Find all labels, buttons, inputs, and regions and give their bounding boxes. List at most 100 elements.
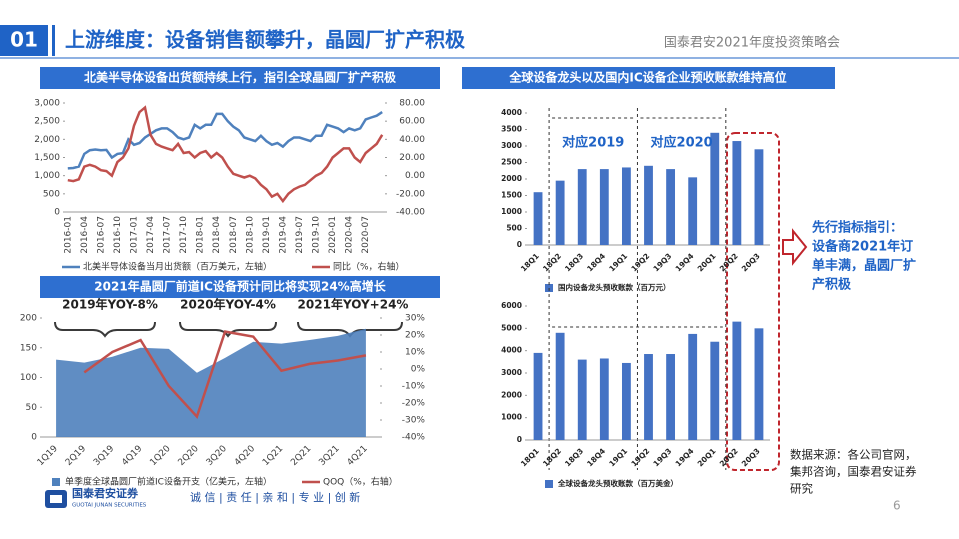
x-tick-label: 19Q4 [674, 446, 696, 468]
panel-title: 2021年晶圆厂前道IC设备预计同比将实现24%高增长 [94, 279, 386, 294]
y-tick-label: 3000 [501, 141, 522, 150]
bar [688, 333, 698, 440]
x-tick-label: 18Q2 [541, 446, 563, 468]
callout-line: 产积极 [812, 277, 852, 293]
x-tick-label: 20Q3 [740, 251, 762, 273]
y2-tick-label: 0% [411, 365, 426, 375]
bar [644, 354, 653, 440]
x-tick-label: 2016-10 [113, 216, 123, 254]
annotation: 对应2020 [651, 135, 713, 151]
x-tick-label: 2016-01 [63, 216, 73, 254]
x-tick-label: 20Q1 [696, 251, 718, 273]
y2-tick-label: -30% [402, 416, 426, 426]
y2-tick-label: 0.00 [405, 171, 425, 181]
section-badge [0, 25, 48, 56]
y-tick-label: 3000 [501, 368, 522, 377]
bar [754, 328, 764, 440]
legend-label: 国内设备龙头预收账款（百万元） [558, 282, 671, 292]
callout-line: 设备商2021年订 [812, 239, 913, 255]
x-tick-label: 2020-01 [328, 216, 338, 254]
x-tick-label: 2018-10 [245, 216, 255, 254]
y-tick-label: 1,000 [34, 171, 60, 181]
legend-label: 同比（%，右轴） [333, 261, 405, 273]
y2-tick-label: 60.00 [399, 117, 425, 127]
y-tick-label: 500 [43, 189, 60, 199]
bar [688, 177, 698, 245]
x-tick-label: 19Q2 [629, 446, 651, 468]
bar [710, 341, 720, 440]
bar [666, 169, 676, 245]
page-number: 6 [893, 499, 901, 513]
y-tick-label: 3,000 [34, 99, 60, 109]
y-tick-label: 500 [506, 224, 522, 233]
logo-english: GUOTAI JUNAN SECURITIES [72, 503, 147, 509]
source-line: 研究 [790, 482, 813, 496]
y-tick-label: 2,000 [34, 135, 60, 145]
y-tick-label: 0 [54, 208, 60, 218]
panel-title: 全球设备龙头以及国内IC设备企业预收账款维持高位 [508, 70, 786, 85]
annotation: 2021年YOY+24% [298, 297, 409, 312]
y-tick-label: 4000 [501, 108, 522, 117]
legend-label: 单季度全球晶圆厂前道IC设备开支（亿美元，左轴） [65, 476, 272, 488]
callout-line: 先行指标指引： [812, 220, 903, 236]
y2-tick-label: -20.00 [396, 189, 425, 199]
x-tick-label: 19Q1 [607, 446, 629, 468]
bar [732, 321, 742, 440]
x-tick-label: 19Q2 [629, 251, 651, 273]
legend-label: 全球设备龙头预收账款（百万美金） [557, 478, 678, 488]
x-tick-label: 18Q1 [519, 446, 541, 468]
y-tick-label: 4000 [501, 346, 522, 355]
legend-swatch [545, 480, 553, 488]
annotation: 2020年YOY-4% [180, 297, 276, 312]
x-tick-label: 20Q1 [696, 446, 718, 468]
logo-text: 国泰君安证券 [72, 486, 139, 500]
y2-tick-label: 80.00 [399, 99, 425, 109]
x-tick-label: 2016-07 [96, 216, 106, 254]
bar [710, 132, 720, 245]
x-tick-label: 4Q21 [346, 444, 370, 468]
y-tick-label: 50 [26, 403, 38, 413]
y-tick-label: 2,500 [34, 117, 60, 127]
x-tick-label: 18Q3 [563, 446, 585, 468]
bar [644, 165, 653, 245]
bar [621, 167, 631, 245]
x-tick-label: 2017-07 [163, 216, 173, 254]
source-line: 集邦咨询，国泰君安证券 [790, 465, 917, 479]
y-tick-label: 5000 [501, 323, 522, 332]
x-tick-label: 3Q21 [317, 444, 341, 468]
y-tick-label: 1000 [501, 413, 522, 422]
legend-swatch [52, 478, 60, 486]
x-tick-label: 2020-07 [361, 216, 371, 254]
x-tick-label: 2017-01 [129, 216, 139, 254]
bar [533, 352, 543, 440]
slide-title: 上游维度：设备销售额攀升，晶圆厂扩产积极 [65, 28, 466, 52]
bar [555, 180, 565, 245]
x-tick-label: 2Q20 [177, 444, 201, 468]
line [67, 111, 383, 170]
x-tick-label: 2019-01 [262, 216, 272, 254]
x-tick-label: 3Q20 [205, 444, 229, 468]
y-tick-label: 6000 [501, 301, 522, 310]
y-tick-label: 1,500 [34, 153, 60, 163]
legend-label: QOQ（%，右轴） [323, 476, 398, 488]
bar [533, 192, 543, 245]
x-tick-label: 4Q20 [233, 444, 257, 468]
x-tick-label: 19Q3 [651, 446, 673, 468]
x-tick-label: 2019-04 [278, 216, 288, 254]
line [67, 105, 384, 204]
highlight-box [726, 132, 780, 471]
x-tick-label: 18Q4 [585, 446, 607, 468]
y-tick-label: 0 [517, 435, 522, 444]
y-tick-label: 2000 [501, 174, 522, 183]
y-tick-label: 1500 [501, 191, 522, 200]
logo [45, 490, 67, 508]
x-tick-label: 2019-07 [295, 216, 305, 254]
x-tick-label: 2018-01 [196, 216, 206, 254]
annotation: 2019年YOY-8% [62, 297, 158, 312]
x-tick-label: 1Q20 [148, 444, 172, 468]
x-tick-label: 19Q3 [651, 251, 673, 273]
section-number: 01 [10, 28, 38, 52]
x-tick-label: 2018-07 [229, 216, 239, 254]
bar [555, 332, 565, 440]
